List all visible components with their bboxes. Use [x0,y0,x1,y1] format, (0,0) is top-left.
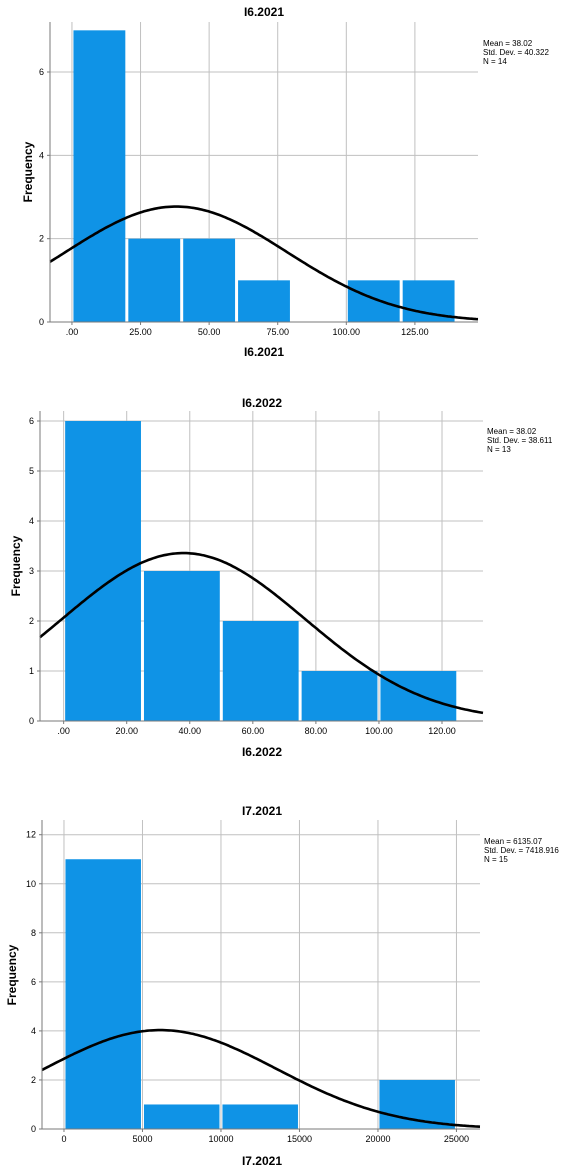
x-tick-label: 60.00 [242,726,265,736]
chart-title: I7.2021 [242,804,282,818]
histogram-bar [128,238,181,322]
histogram-bar [183,238,236,322]
chart-title: I6.2021 [244,5,284,19]
y-axis-label: Frequency [9,535,23,596]
x-axis-label: I6.2022 [242,745,282,759]
stat-std-dev: Std. Dev. = 7418.916 [484,846,559,855]
y-tick-label: 0 [29,716,34,726]
x-tick-label: 5000 [132,1134,152,1144]
histogram-bar [73,30,126,322]
histogram-panel-2: .00 20.00 40.00 60.00 80.00 100.00 120.00 0 1 2 3… [9,396,553,759]
y-tick-label: 5 [29,466,34,476]
x-tick-label: 100.00 [365,726,393,736]
histogram-bar [143,571,220,721]
y-axis-label: Frequency [21,141,35,202]
histogram-chart-1: .00 25.00 50.00 75.00 100.00 125.00 0 2 4 6 I6.2… [21,5,549,359]
histogram-chart-2: .00 20.00 40.00 60.00 80.00 100.00 120.00 0 1 2 3… [9,396,553,759]
x-axis-label: I6.2021 [244,345,284,359]
x-tick-label: 75.00 [266,327,289,337]
x-tick-label: 25000 [444,1134,469,1144]
y-tick-label: 0 [31,1124,36,1134]
stat-n: N = 13 [487,445,511,454]
y-axis-label: Frequency [5,944,19,1005]
y-tick-label: 4 [39,150,44,160]
y-tick-label: 10 [26,879,36,889]
histogram-bar [143,1104,220,1129]
x-tick-label: .00 [66,327,79,337]
y-tick-label: 1 [29,666,34,676]
x-tick-label: 25.00 [129,327,152,337]
histogram-panel-1: .00 25.00 50.00 75.00 100.00 125.00 0 2 4 6 I6.2… [0,0,570,372]
y-tick-label: 6 [31,977,36,987]
x-tick-label: 120.00 [428,726,456,736]
y-tick-label: 8 [31,928,36,938]
normal-curve [41,1028,481,1128]
x-tick-label: 40.00 [179,726,202,736]
histogram-bar [301,671,378,721]
x-tick-label: 0 [61,1134,66,1144]
x-tick-label: 20000 [365,1134,390,1144]
x-tick-label: .00 [57,726,70,736]
y-tick-label: 3 [29,566,34,576]
histogram-bar [347,280,400,322]
x-tick-label: 125.00 [401,327,429,337]
x-tick-label: 15000 [287,1134,312,1144]
stat-mean: Mean = 38.02 [483,39,533,48]
stat-n: N = 15 [484,855,508,864]
stat-mean: Mean = 38.02 [487,427,537,436]
y-tick-label: 6 [39,67,44,77]
stat-std-dev: Std. Dev. = 40.322 [483,48,549,57]
chart-title: I6.2022 [242,396,282,410]
histogram-bar [238,280,290,322]
y-tick-label: 4 [29,516,34,526]
histogram-bar [65,421,141,721]
y-tick-label: 2 [31,1075,36,1085]
histogram-bar [222,1104,298,1129]
y-tick-label: 12 [26,830,36,840]
y-tick-label: 2 [29,616,34,626]
histogram-bar [65,859,141,1129]
stat-mean: Mean = 6135.07 [484,837,543,846]
x-tick-label: 20.00 [115,726,138,736]
normal-curve [39,551,484,715]
stat-std-dev: Std. Dev. = 38.611 [487,436,553,445]
y-tick-label: 4 [31,1026,36,1036]
y-tick-label: 0 [39,317,44,327]
x-tick-label: 50.00 [198,327,221,337]
normal-curve [49,205,479,321]
y-tick-label: 2 [39,234,44,244]
x-axis-label: I7.2021 [242,1154,282,1168]
x-tick-label: 10000 [208,1134,233,1144]
histogram-bar [222,621,299,721]
x-tick-label: 80.00 [305,726,328,736]
y-tick-label: 6 [29,416,34,426]
x-tick-label: 100.00 [333,327,361,337]
stat-n: N = 14 [483,57,507,66]
